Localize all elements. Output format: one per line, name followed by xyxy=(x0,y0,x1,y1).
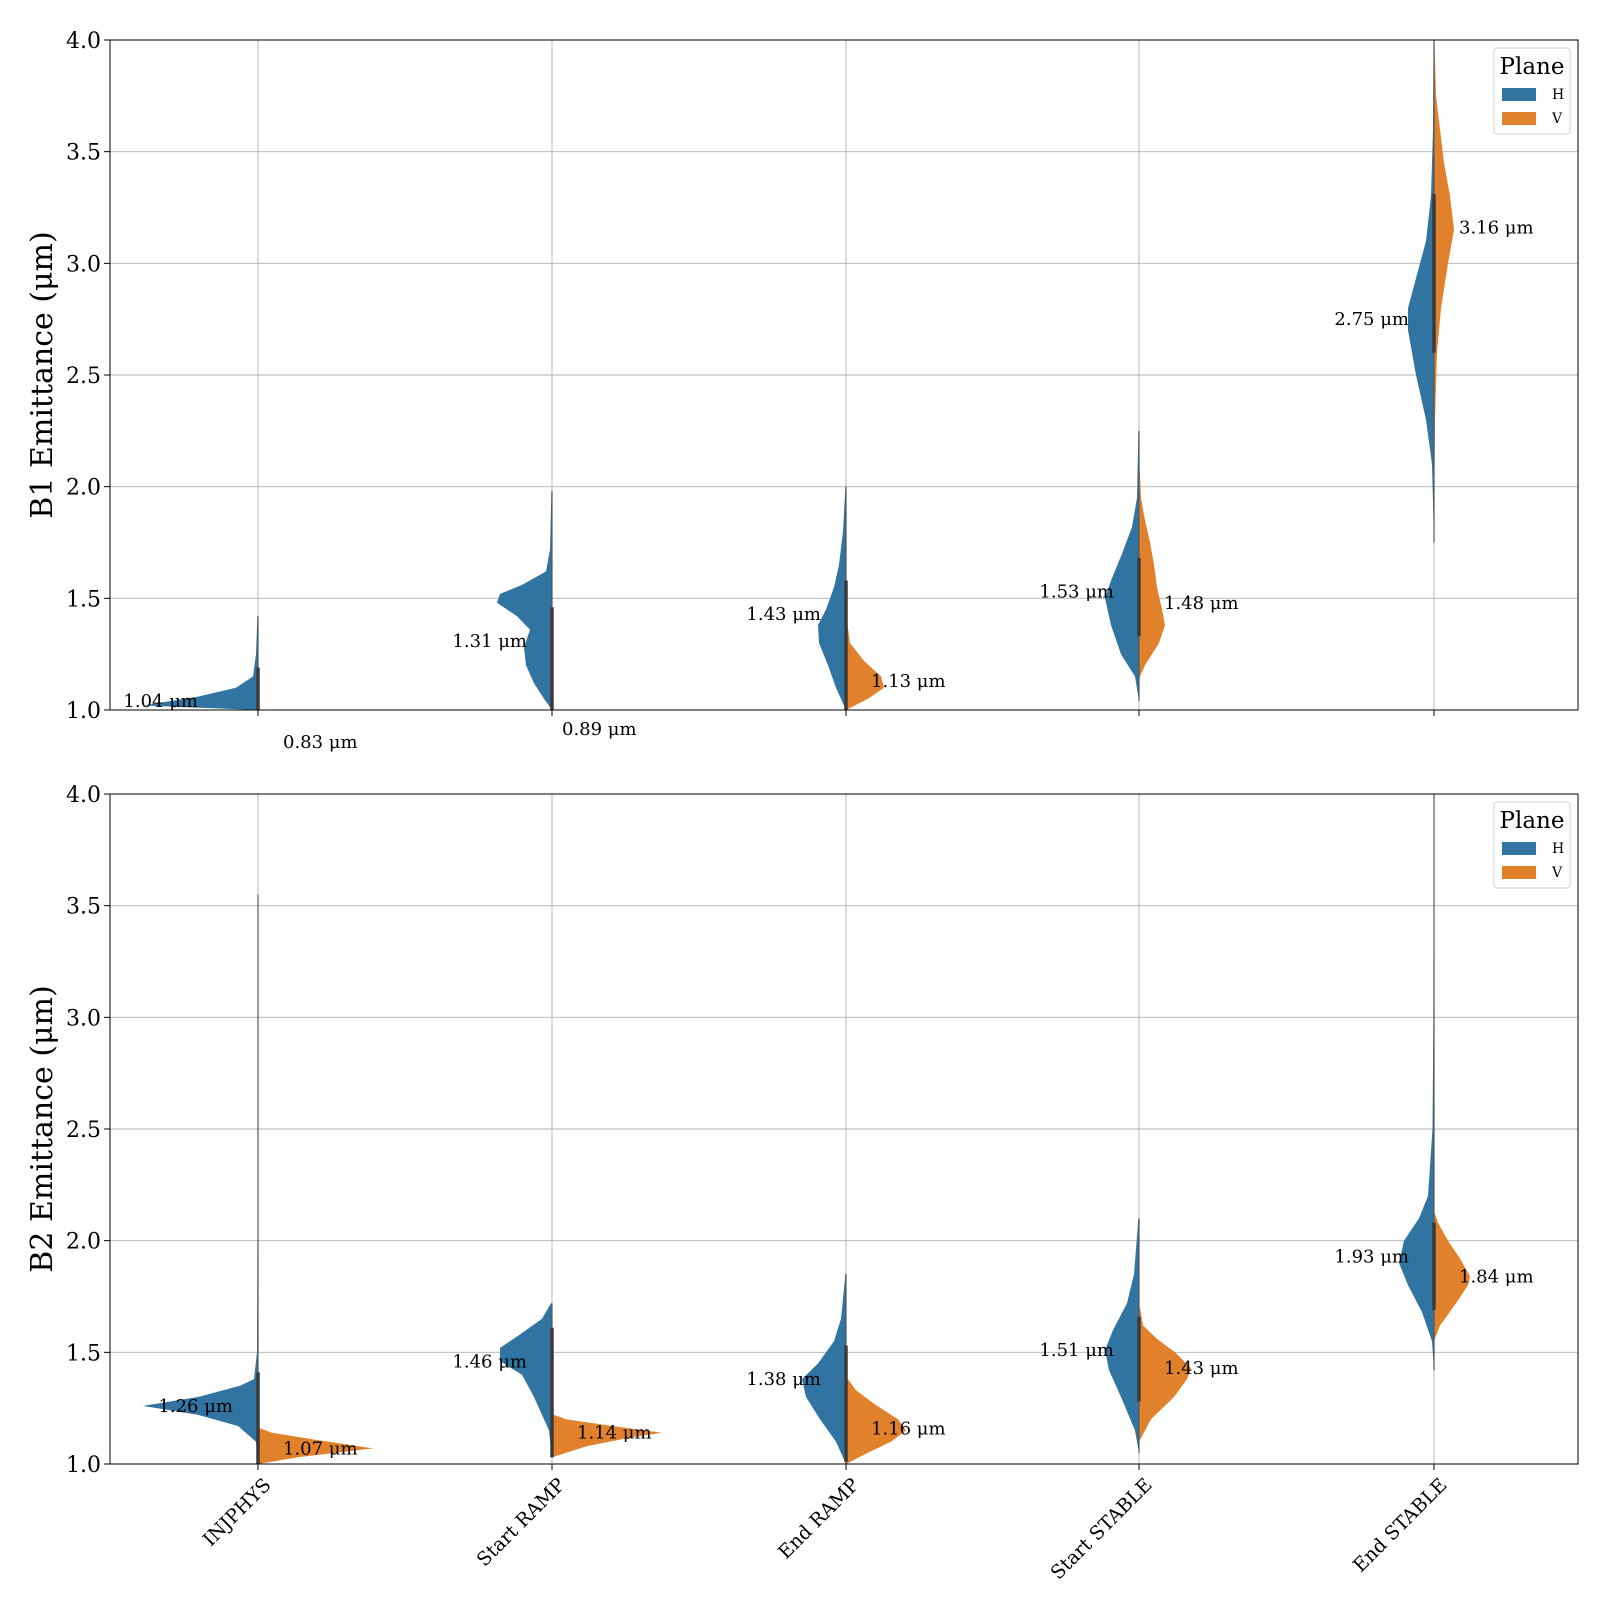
median-label: 1.46 μm xyxy=(452,1351,527,1372)
legend: Plane HV xyxy=(1493,47,1571,135)
x-tick-label: End STABLE xyxy=(1349,1474,1452,1577)
violin-V-end-stable xyxy=(1434,1213,1470,1342)
x-tick-label: Start STABLE xyxy=(1047,1474,1157,1584)
y-axis-label: B1 Emittance (μm) xyxy=(25,231,60,518)
x-tick-label: End RAMP xyxy=(774,1474,864,1564)
median-label: 2.75 μm xyxy=(1334,309,1409,330)
median-label: 1.43 μm xyxy=(746,604,821,625)
violin-V-injphys xyxy=(258,1428,373,1464)
median-label: 1.51 μm xyxy=(1039,1340,1114,1361)
violin-H-end-stable xyxy=(1408,40,1434,543)
y-tick-label: 1.0 xyxy=(66,699,101,724)
median-label: 1.31 μm xyxy=(452,631,527,652)
median-label: 1.13 μm xyxy=(871,671,946,692)
legend-title: Plane xyxy=(1500,54,1565,80)
violin-V-end-ramp xyxy=(846,620,884,710)
violin-H-start-stable xyxy=(1105,430,1139,702)
y-tick-label: 2.0 xyxy=(66,476,101,501)
median-label: 1.04 μm xyxy=(123,691,198,712)
violin-H-start-ramp xyxy=(500,1303,552,1458)
panel-2: 1.0 1.5 2.0 2.5 3.0 3.5 4.0 B2 Emittance (μm) IN… xyxy=(25,783,1579,1584)
x-tick-label: INJPHYS xyxy=(199,1474,276,1551)
median-label: 0.83 μm xyxy=(283,732,358,753)
median-label: 3.16 μm xyxy=(1459,218,1534,239)
legend-label-V: V xyxy=(1551,111,1563,127)
median-label: 1.84 μm xyxy=(1459,1266,1534,1287)
y-tick-label: 3.5 xyxy=(66,895,101,920)
violin-marks xyxy=(143,40,1454,710)
median-label: 1.43 μm xyxy=(1164,1358,1239,1379)
median-label: 1.16 μm xyxy=(871,1418,946,1439)
violin-V-start-stable xyxy=(1139,1307,1191,1442)
violin-H-end-ramp xyxy=(818,486,846,710)
violin-H-start-ramp xyxy=(497,491,552,710)
y-tick-label: 2.5 xyxy=(66,1118,101,1143)
y-tick-label: 2.0 xyxy=(66,1230,101,1255)
median-label: 1.14 μm xyxy=(577,1423,652,1444)
y-tick-label: 3.5 xyxy=(66,141,101,166)
violin-H-end-stable xyxy=(1399,794,1434,1371)
median-label: 1.48 μm xyxy=(1164,593,1239,614)
violin-V-start-ramp xyxy=(552,1414,662,1458)
violin-V-start-stable xyxy=(1139,464,1165,679)
y-tick-label: 3.0 xyxy=(66,252,101,277)
y-tick-label: 1.0 xyxy=(66,1453,101,1478)
violin-H-start-stable xyxy=(1105,1218,1139,1453)
panel-1: 1.0 1.5 2.0 2.5 3.0 3.5 4.0 B1 Emittance (μm) 1.… xyxy=(25,29,1579,753)
legend-title: Plane xyxy=(1500,808,1565,834)
violin-H-injphys xyxy=(143,616,258,710)
median-label: 1.07 μm xyxy=(283,1438,358,1459)
violin-H-injphys xyxy=(143,894,258,1464)
legend-swatch-V xyxy=(1502,112,1536,125)
median-label: 1.26 μm xyxy=(158,1396,233,1417)
y-tick-label: 3.0 xyxy=(66,1006,101,1031)
y-tick-label: 4.0 xyxy=(66,29,101,54)
y-tick-label: 1.5 xyxy=(66,587,101,612)
median-label: 0.89 μm xyxy=(562,719,637,740)
y-tick-label: 4.0 xyxy=(66,783,101,808)
violin-V-end-stable xyxy=(1434,40,1454,532)
legend-label-H: H xyxy=(1552,87,1564,103)
legend: Plane HV xyxy=(1493,801,1571,889)
y-tick-label: 1.5 xyxy=(66,1341,101,1366)
legend-label-H: H xyxy=(1552,841,1564,857)
legend-label-V: V xyxy=(1551,865,1563,881)
y-axis-label: B2 Emittance (μm) xyxy=(25,985,60,1272)
violin-V-end-ramp xyxy=(846,1379,906,1464)
legend-swatch-V xyxy=(1502,866,1536,879)
legend-swatch-H xyxy=(1502,88,1536,101)
median-label: 1.38 μm xyxy=(746,1369,821,1390)
legend-swatch-H xyxy=(1502,842,1536,855)
y-tick-label: 2.5 xyxy=(66,364,101,389)
x-tick-label: Start RAMP xyxy=(473,1474,570,1571)
violin-H-end-ramp xyxy=(802,1274,846,1464)
median-label: 1.93 μm xyxy=(1334,1246,1409,1267)
violin-marks xyxy=(143,794,1470,1464)
median-label: 1.53 μm xyxy=(1039,582,1114,603)
